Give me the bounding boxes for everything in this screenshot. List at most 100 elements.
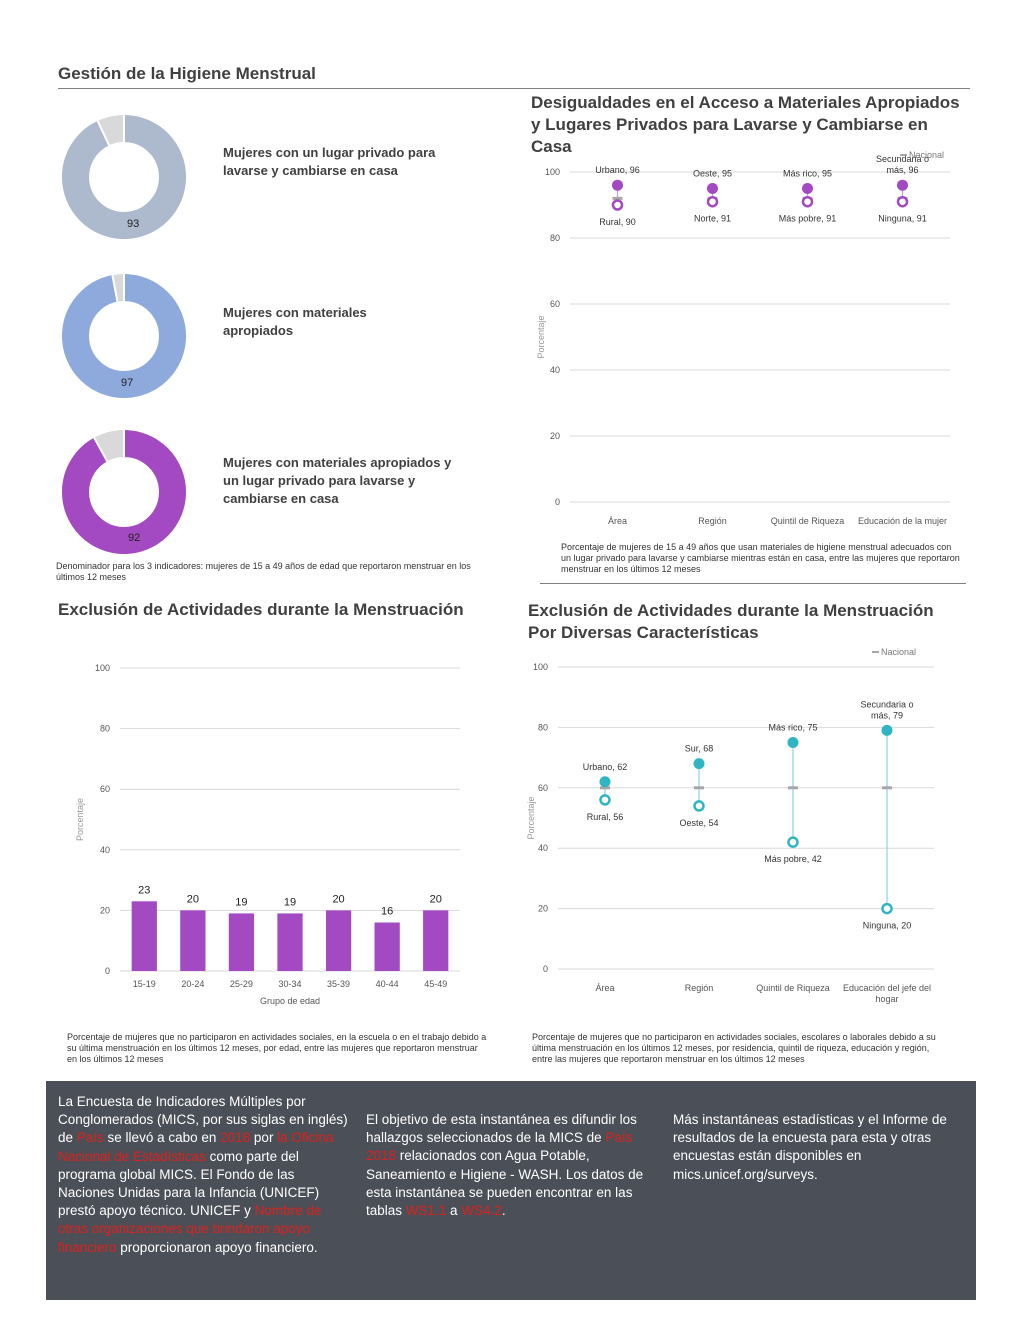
low-label: Más pobre, 91 [779,214,837,224]
y-tick-label: 60 [538,783,548,793]
placeholder-text: Nombre de otras organizaciones que brind… [58,1203,322,1255]
donut-sep [93,437,109,462]
high-point [897,179,908,191]
footer-text: por [250,1130,278,1146]
y-tick-label: 40 [538,843,548,853]
x-tick-label: Región [698,516,727,526]
x-tick-label: Educación de la mujer [858,516,947,526]
y-tick-label: 0 [543,964,548,974]
placeholder-text: WS1.1 [405,1203,447,1219]
chart3-title: Exclusión de Actividades durante la Mens… [528,601,934,642]
low-point [881,902,893,915]
national-marker [882,786,892,790]
y-axis-label: Porcentaje [536,315,546,358]
donut-value-arc [62,115,186,239]
donut-3-label: Mujeres con materiales apropiados y un l… [223,455,452,506]
donut-3 [60,428,188,561]
high-label: Más rico, 95 [783,169,832,179]
mid-rule [540,583,966,584]
y-axis-label: Porcentaje [526,796,536,839]
high-label: Secundaria o [860,699,913,709]
footer-col-3: Más instantáneas estadísticas y el Infor… [673,1112,947,1182]
high-point [612,179,623,191]
placeholder-text: País 2018 [366,1130,633,1164]
donut-value-arc [62,430,186,554]
chart2-note: Porcentaje de mujeres que no participaro… [67,1032,487,1064]
chart1-svg: 0 20 40 60 80 100 Porcentaje Área Urbano, 96 Rura… [536,150,950,526]
chart3-note: Porcentaje de mujeres que no participaro… [532,1032,936,1064]
donut-sep [111,274,119,302]
low-label: Oeste, 54 [679,818,718,828]
national-marker [694,786,704,790]
donut-1-svg [62,115,186,239]
x-axis-label: Grupo de edad [260,996,320,1006]
x-tick-label: Región [685,983,714,993]
low-label: Rural, 90 [599,217,636,227]
low-label: Rural, 56 [587,812,624,822]
high-point [802,183,813,194]
y-tick-label: 60 [100,784,110,794]
bar [131,901,157,971]
low-point [706,195,719,208]
x-tick-label: 35-39 [327,979,350,989]
bar-value-label: 20 [430,893,442,905]
x-tick-label: 25-29 [230,979,253,989]
national-marker [788,786,798,790]
high-label: más, 96 [886,165,918,175]
low-label: Norte, 91 [694,214,731,224]
high-label: Urbano, 96 [595,165,640,175]
low-point [801,195,814,208]
footer-text: relacionados con Agua Potable, Saneamien… [366,1148,644,1219]
x-tick-label: Educación del jefe del [843,983,931,993]
header-rule [58,88,970,89]
footer-text: El objetivo de esta instantánea es difun… [366,1112,637,1146]
bar [374,922,400,971]
footer-text: a [446,1203,462,1219]
donut-1-value: 93 [127,218,140,230]
y-tick-label: 80 [100,724,110,734]
legend-label: Nacional [909,150,944,160]
x-tick-label: Quintil de Riqueza [756,983,830,993]
x-tick-label: 40-44 [376,979,399,989]
bar-value-label: 20 [332,893,344,905]
placeholder-text: País [76,1130,104,1146]
high-point [881,724,893,736]
footer-text: se llevó a cabo en [103,1130,221,1146]
low-label: Más pobre, 42 [764,854,822,864]
footer-text: proporcionaron apoyo financiero. [116,1239,318,1255]
bar [277,913,303,971]
bar [423,910,449,971]
y-tick-label: 100 [545,167,560,177]
placeholder-text: 2018 [220,1130,251,1146]
bar [228,913,255,971]
high-label: Urbano, 62 [583,762,628,772]
placeholder-text: WS4.2 [461,1203,502,1219]
chart3-svg: 0 20 40 60 80 100 Porcentaje Área Urbano, 62 Rura… [526,647,934,1004]
y-tick-label: 20 [550,431,560,441]
low-label: Ninguna, 91 [878,214,927,224]
footer-text: como parte del programa global MICS. El … [58,1148,320,1219]
bar-value-label: 19 [235,896,247,908]
high-label: Más rico, 75 [768,723,817,733]
footer-col-1: La Encuesta de Indicadores Múltiples por… [58,1093,348,1257]
low-point [787,836,799,848]
footer-text: . [501,1203,506,1219]
y-tick-label: 40 [100,845,110,855]
donut-2-label: Mujeres con materiales apropiados [223,305,367,338]
x-tick-label: Área [595,983,614,993]
chart1-note: Porcentaje de mujeres de 15 a 49 años qu… [561,542,960,574]
donut-sep [96,120,111,146]
low-point [693,800,705,812]
legend-label: Nacional [881,647,916,657]
high-point [787,737,799,748]
bar [325,910,352,971]
chart2-title: Exclusión de Actividades durante la Mens… [58,600,464,619]
x-tick-label: hogar [875,994,898,1004]
x-tick-label: 15-19 [133,979,156,989]
national-marker [600,786,610,790]
placeholder-text: la Oficina Nacional de Estadísticas [58,1130,334,1164]
low-point [611,199,624,211]
footer-panel: La Encuesta de Indicadores Múltiples por… [46,1081,976,1300]
donut-1-label: Mujeres con un lugar privado para lavars… [223,145,436,178]
donut-2-svg [62,274,186,398]
